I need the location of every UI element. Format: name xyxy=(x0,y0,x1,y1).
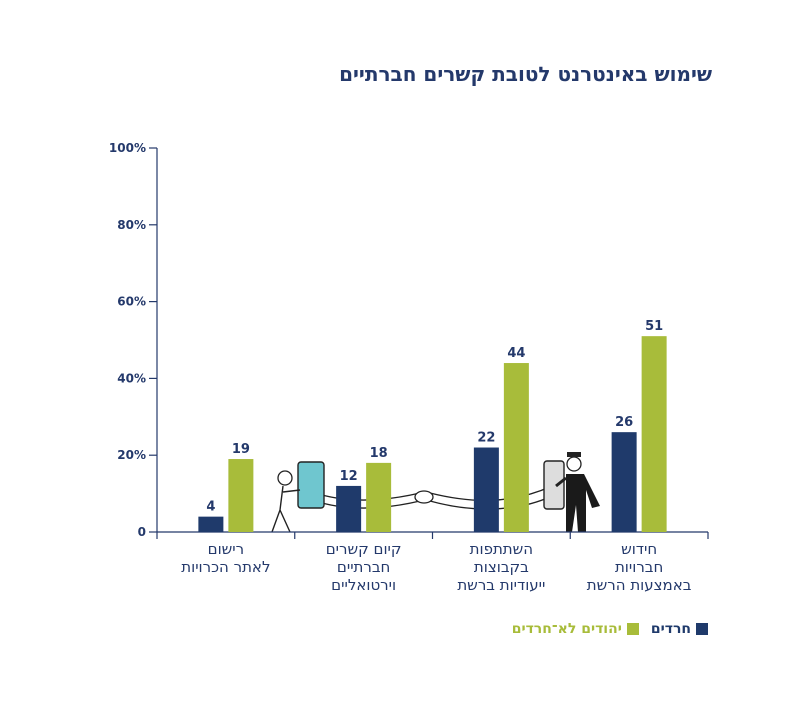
legend-item-haredi: חרדים xyxy=(651,621,708,637)
data-label-haredi: 22 xyxy=(477,431,495,446)
data-label-nonharedi: 44 xyxy=(507,346,525,361)
x-category-label: חידוש xyxy=(621,540,657,558)
bar-nonharedi xyxy=(641,336,667,532)
x-category-label: קיום קשרים xyxy=(326,540,402,558)
data-label-nonharedi: 51 xyxy=(645,319,663,334)
data-label-haredi: 26 xyxy=(615,415,633,430)
bar-haredi xyxy=(473,447,499,532)
x-category-label: לאתר הכרויות xyxy=(181,558,270,576)
y-tick-label: 80% xyxy=(117,218,146,232)
data-label-haredi: 12 xyxy=(340,469,358,484)
legend-label-haredi: חרדים xyxy=(650,621,691,637)
legend-item-nonharedi: יהודים לא־חרדים xyxy=(512,621,639,637)
x-category-label: ייעודיות ברשת xyxy=(457,576,545,594)
data-label-nonharedi: 19 xyxy=(232,442,250,457)
x-category-label: באמצעות הרשת xyxy=(587,576,692,594)
legend-swatch-haredi xyxy=(696,623,708,635)
y-tick-label: 0 xyxy=(138,525,146,539)
x-category-label: רישום xyxy=(208,540,245,558)
illustration-hands-phones xyxy=(271,452,600,533)
chart-title: שימוש באינטרנט לטובת קשרים חברתיים xyxy=(339,62,712,86)
legend-swatch-nonharedi xyxy=(626,623,639,635)
data-label-nonharedi: 18 xyxy=(370,446,388,461)
bar-nonharedi xyxy=(503,363,529,532)
x-category-label: וירטואליים xyxy=(331,576,396,594)
bar-haredi xyxy=(198,516,224,532)
bar-haredi xyxy=(611,432,637,532)
y-tick-label: 100% xyxy=(109,141,146,155)
y-tick-label: 20% xyxy=(117,448,146,462)
bar-nonharedi xyxy=(228,459,254,532)
data-label-haredi: 4 xyxy=(206,500,215,515)
y-tick-label: 40% xyxy=(117,371,146,385)
legend-label-nonharedi: יהודים לא־חרדים xyxy=(511,621,622,637)
x-category-label: חברתיים xyxy=(337,558,390,576)
legend: חרדים יהודים לא־חרדים xyxy=(512,621,708,637)
y-tick-label: 60% xyxy=(117,295,146,309)
bar-nonharedi xyxy=(366,462,392,532)
x-category-label: השתתפות xyxy=(470,540,533,558)
x-category-label: חברויות xyxy=(615,558,663,576)
x-category-label: בקבוצות xyxy=(474,558,529,576)
bar-haredi xyxy=(336,485,362,532)
